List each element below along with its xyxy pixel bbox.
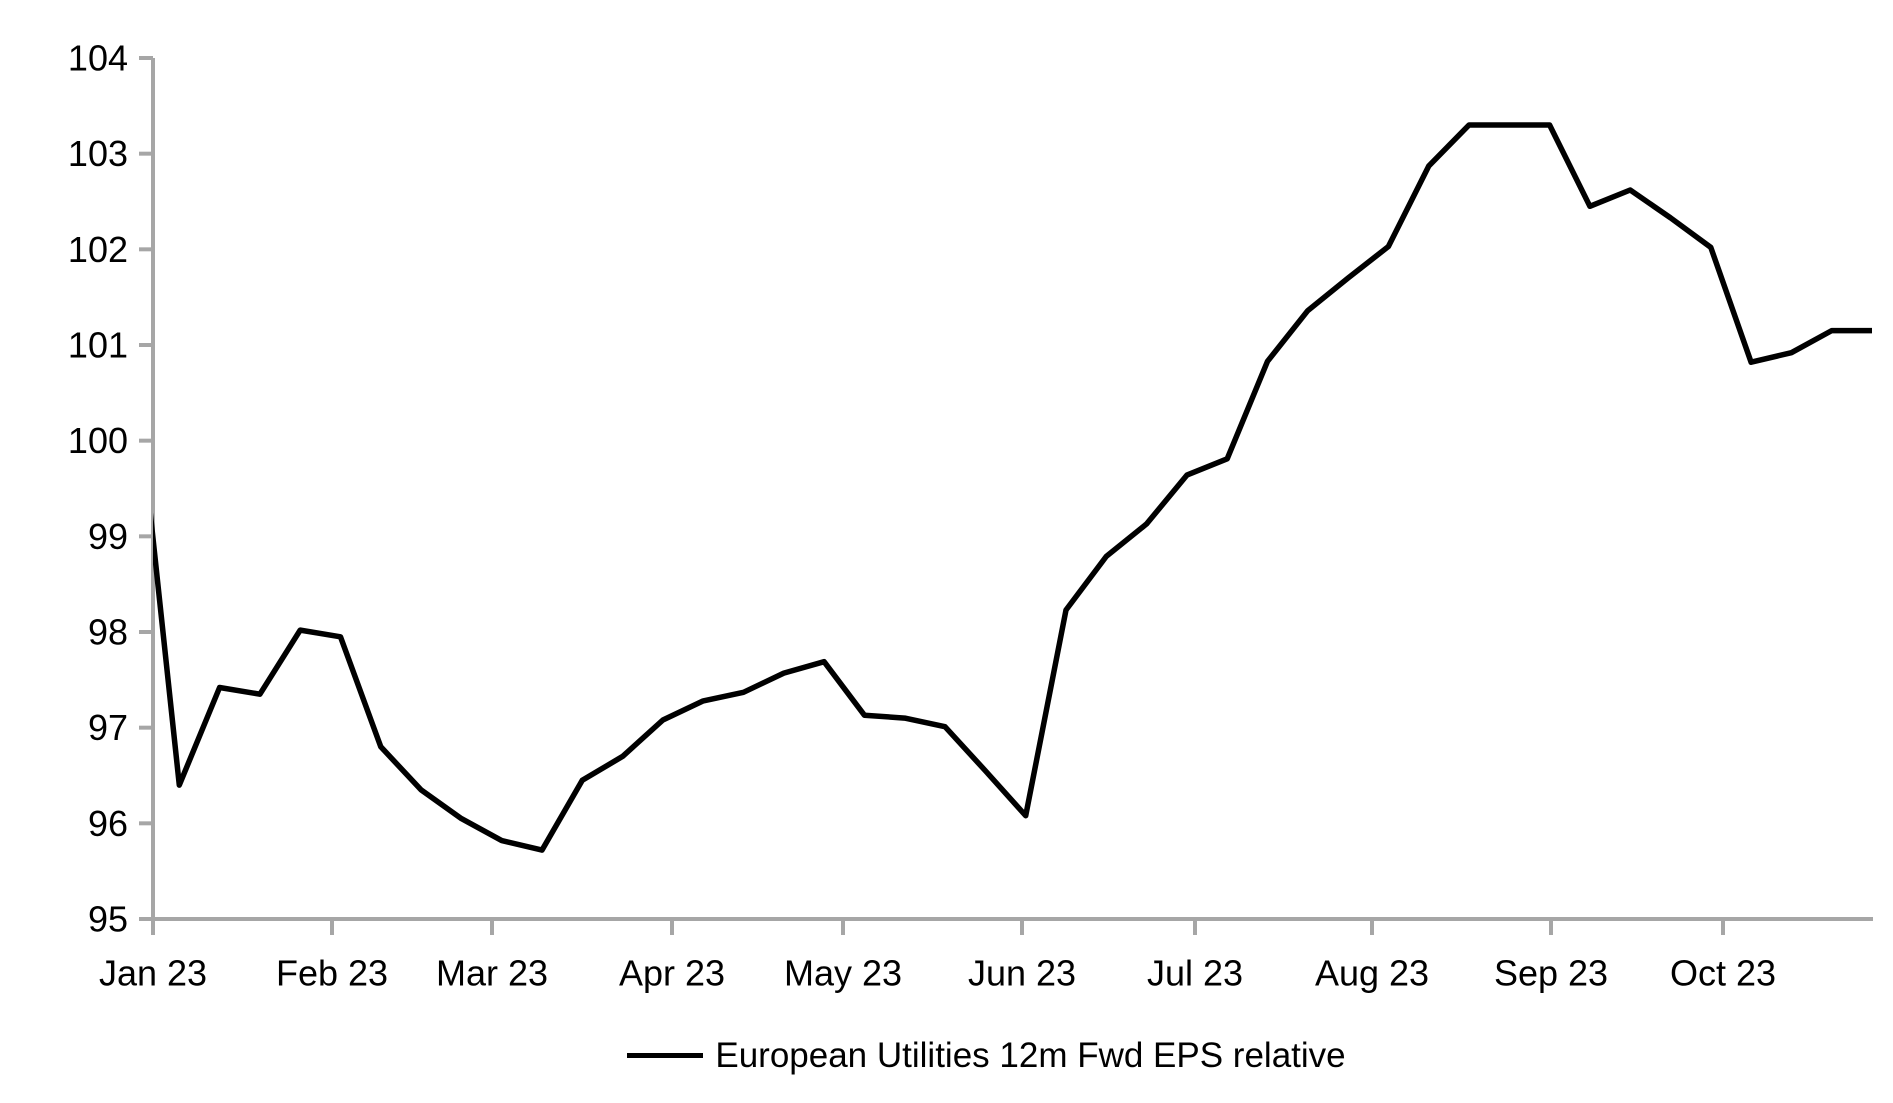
y-tick-label: 100 [68, 420, 128, 461]
legend-label: European Utilities 12m Fwd EPS relative [715, 1035, 1346, 1075]
y-tick-label: 102 [68, 229, 128, 270]
x-tick-label: Feb 23 [276, 953, 388, 994]
y-tick-label: 98 [88, 612, 128, 653]
y-tick-label: 103 [68, 133, 128, 174]
y-tick-label: 95 [88, 899, 128, 940]
legend-line-sample [627, 1052, 704, 1058]
x-tick-label: Jul 23 [1147, 953, 1243, 994]
eps-relative-chart: 95 96 97 98 99 100 101 102 103 104 Jan 23 Feb 23 Mar… [40, 16, 1893, 1103]
x-tick-label: Mar 23 [436, 953, 548, 994]
y-tick-label: 96 [88, 803, 128, 844]
y-tick-label: 97 [88, 707, 128, 748]
x-tick-label: Oct 23 [1670, 953, 1776, 994]
x-tick-label: Apr 23 [619, 953, 725, 994]
eps-relative-line [153, 122, 1872, 853]
x-tick-label: Jan 23 [99, 953, 207, 994]
x-tick-label: Sep 23 [1494, 953, 1608, 994]
x-tick-label: May 23 [784, 953, 902, 994]
legend: European Utilities 12m Fwd EPS relative [40, 1030, 1893, 1080]
y-tick-label: 104 [68, 38, 128, 79]
y-tick-label: 99 [88, 516, 128, 557]
y-tick-label: 101 [68, 325, 128, 366]
chart-canvas: 95 96 97 98 99 100 101 102 103 104 Jan 23 Feb 23 Mar… [68, 38, 1873, 994]
x-tick-label: Jun 23 [968, 953, 1076, 994]
x-tick-label: Aug 23 [1315, 953, 1429, 994]
